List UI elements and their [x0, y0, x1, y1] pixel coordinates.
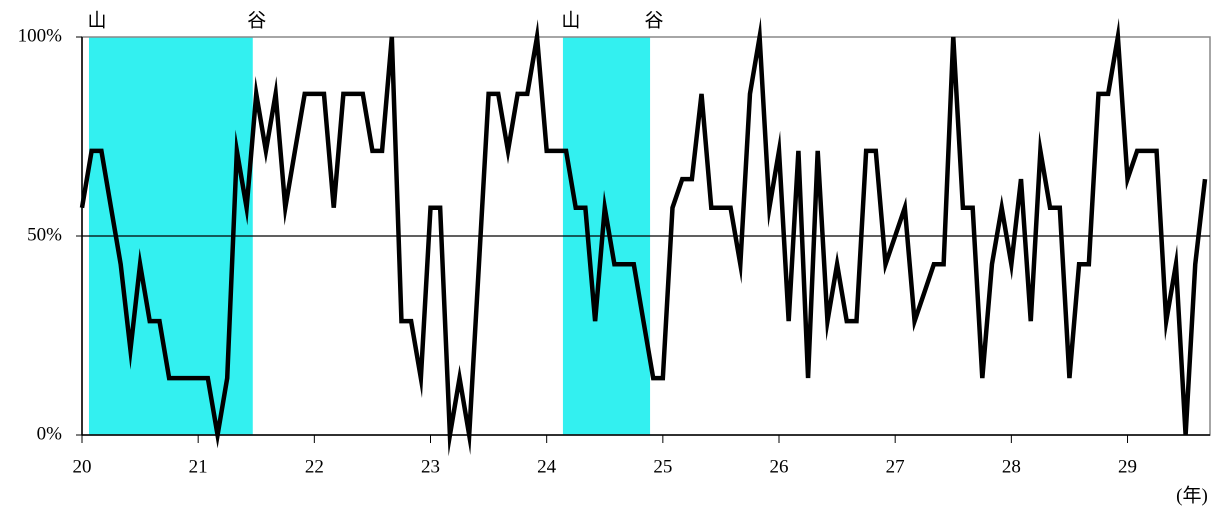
x-tick-label: 26 — [770, 456, 789, 477]
x-tick-label: 23 — [421, 456, 440, 477]
x-tick-label: 28 — [1002, 456, 1021, 477]
x-tick-label: 20 — [73, 456, 92, 477]
y-tick-label: 0% — [37, 423, 63, 444]
trough-label: 谷 — [247, 9, 266, 31]
y-tick-label: 100% — [18, 25, 63, 46]
x-tick-label: 22 — [305, 456, 324, 477]
trough-label: 谷 — [645, 9, 664, 31]
x-tick-label: 24 — [537, 456, 557, 477]
x-axis-label: (年) — [1176, 484, 1208, 506]
x-tick-label: 25 — [653, 456, 672, 477]
x-tick-label: 29 — [1118, 456, 1137, 477]
x-tick-label: 27 — [886, 456, 905, 477]
peak-label: 山 — [561, 9, 580, 31]
peak-label: 山 — [87, 9, 106, 31]
series-line — [79, 16, 1208, 457]
y-tick-label: 50% — [27, 224, 62, 245]
x-tick-label: 21 — [189, 456, 208, 477]
